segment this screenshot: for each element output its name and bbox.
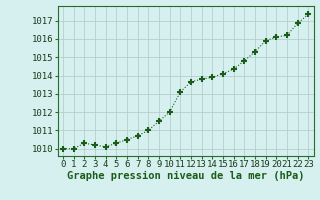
- X-axis label: Graphe pression niveau de la mer (hPa): Graphe pression niveau de la mer (hPa): [67, 171, 304, 181]
